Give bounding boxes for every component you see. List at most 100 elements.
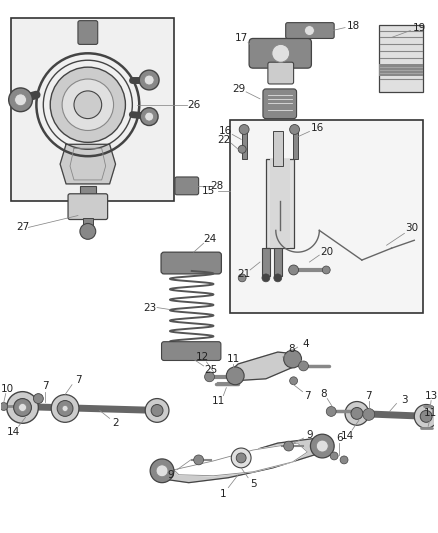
Circle shape	[14, 399, 32, 416]
FancyBboxPatch shape	[268, 62, 293, 84]
Circle shape	[299, 361, 308, 371]
Bar	[230, 119, 423, 312]
Circle shape	[231, 448, 251, 468]
Text: 9: 9	[306, 430, 313, 440]
Text: 22: 22	[218, 135, 231, 146]
Bar	[11, 18, 174, 201]
Text: 13: 13	[424, 391, 438, 401]
Text: 2: 2	[112, 418, 119, 429]
Polygon shape	[227, 352, 297, 381]
Circle shape	[57, 401, 73, 416]
Circle shape	[62, 406, 68, 411]
Text: 29: 29	[233, 84, 246, 94]
Text: 21: 21	[237, 269, 251, 279]
Text: 11: 11	[424, 408, 437, 418]
Text: 8: 8	[288, 344, 295, 354]
Circle shape	[414, 405, 438, 428]
Circle shape	[290, 125, 300, 134]
Text: 27: 27	[16, 222, 29, 232]
Text: 18: 18	[346, 21, 360, 30]
Circle shape	[290, 377, 297, 385]
Circle shape	[304, 26, 314, 36]
Circle shape	[226, 367, 244, 385]
Bar	[274, 248, 282, 276]
Bar	[80, 186, 96, 196]
Circle shape	[9, 88, 32, 112]
Text: 12: 12	[196, 352, 209, 362]
Circle shape	[80, 223, 96, 239]
Text: 26: 26	[187, 100, 200, 110]
Text: 23: 23	[144, 303, 157, 312]
Circle shape	[205, 372, 215, 382]
Text: 7: 7	[42, 381, 49, 391]
Circle shape	[239, 125, 249, 134]
Circle shape	[284, 441, 293, 451]
Bar	[242, 130, 247, 159]
Circle shape	[316, 440, 328, 452]
Bar	[379, 64, 423, 76]
Circle shape	[238, 146, 246, 153]
Circle shape	[326, 407, 336, 416]
Circle shape	[50, 67, 125, 142]
Circle shape	[284, 350, 301, 368]
Text: 7: 7	[304, 391, 311, 401]
Circle shape	[74, 91, 102, 119]
Text: 1: 1	[220, 489, 227, 498]
Circle shape	[62, 79, 113, 131]
Circle shape	[33, 394, 43, 403]
Bar	[273, 132, 283, 166]
Bar	[262, 248, 270, 276]
Circle shape	[145, 112, 154, 121]
Circle shape	[340, 456, 348, 464]
Circle shape	[274, 274, 282, 282]
Circle shape	[139, 70, 159, 90]
Circle shape	[18, 403, 26, 411]
Bar	[266, 159, 293, 248]
Bar	[379, 25, 423, 92]
FancyBboxPatch shape	[286, 22, 334, 38]
Bar	[83, 217, 93, 231]
Text: 6: 6	[336, 433, 343, 443]
FancyBboxPatch shape	[161, 252, 221, 274]
Text: 11: 11	[212, 395, 225, 406]
Circle shape	[262, 274, 270, 282]
Circle shape	[151, 405, 163, 416]
Circle shape	[51, 394, 79, 422]
FancyBboxPatch shape	[162, 342, 221, 360]
Text: 16: 16	[311, 124, 324, 133]
Text: 11: 11	[226, 354, 240, 364]
Circle shape	[140, 108, 158, 126]
Circle shape	[150, 459, 174, 483]
Text: 30: 30	[405, 223, 418, 233]
Circle shape	[420, 410, 432, 422]
Circle shape	[272, 44, 290, 62]
Text: 25: 25	[204, 365, 217, 375]
Text: 16: 16	[219, 126, 232, 136]
Circle shape	[289, 265, 299, 275]
Circle shape	[194, 455, 204, 465]
Polygon shape	[194, 448, 258, 464]
Text: 28: 28	[210, 181, 223, 191]
Text: 14: 14	[340, 431, 353, 441]
Text: 7: 7	[365, 391, 372, 401]
Circle shape	[236, 453, 246, 463]
Polygon shape	[174, 443, 307, 476]
Text: 20: 20	[321, 247, 334, 257]
Circle shape	[14, 94, 26, 106]
Text: 14: 14	[7, 427, 20, 437]
Text: 3: 3	[401, 394, 408, 405]
Circle shape	[144, 75, 154, 85]
Polygon shape	[60, 144, 116, 184]
Text: 4: 4	[302, 339, 309, 349]
Circle shape	[311, 434, 334, 458]
Text: 15: 15	[202, 186, 215, 196]
Circle shape	[322, 266, 330, 274]
Text: 19: 19	[413, 22, 426, 33]
Text: 5: 5	[250, 479, 256, 489]
Circle shape	[351, 407, 363, 419]
Circle shape	[345, 401, 369, 425]
FancyBboxPatch shape	[175, 177, 198, 195]
Circle shape	[0, 402, 8, 410]
Circle shape	[363, 408, 375, 421]
Text: 9: 9	[168, 470, 174, 480]
